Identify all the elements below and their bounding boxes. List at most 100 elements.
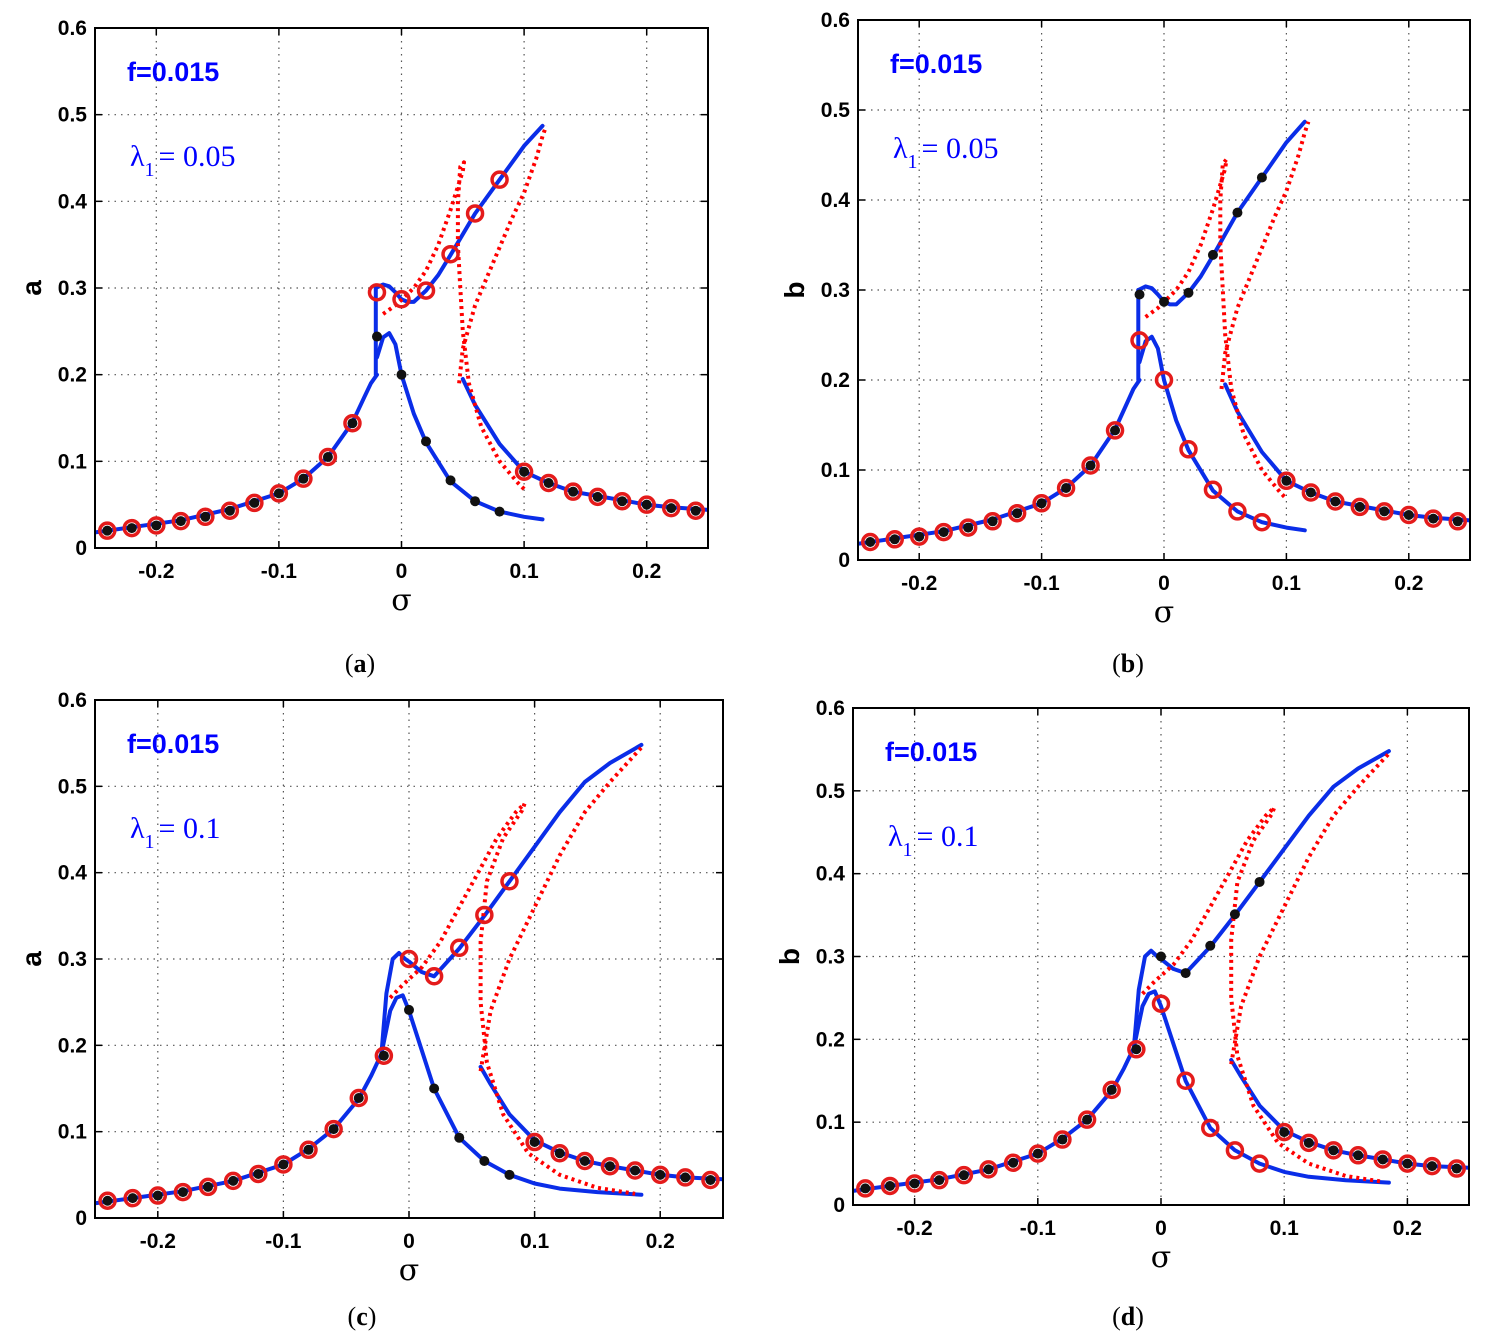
marker-red-circle [1028,1144,1048,1163]
y-axis-label: b [774,948,805,965]
marker-red-circle [274,1155,293,1174]
marker-red-circle [249,1164,268,1184]
marker-black-dot [152,1190,163,1201]
marker-black-dot [1134,289,1145,300]
series-dotted-outer-branch [1229,752,1391,1065]
marker-red-circle [588,487,607,507]
marker-black-dot [1159,296,1169,307]
marker-black-dot [494,506,505,517]
marker-red-circle [424,967,444,986]
marker-black-dot [200,511,211,522]
marker-black-dot [958,1170,969,1181]
y-axis-label: b [779,281,810,298]
marker-red-circle [1203,480,1223,500]
marker-red-circle [701,1170,720,1190]
marker-black-dot [228,1175,239,1186]
marker-black-dot [203,1181,214,1192]
y-tick-label: 0.3 [821,279,850,302]
annotation-lambda: λ1 = 0.05 [893,132,998,173]
y-tick-label: 0.2 [821,369,850,392]
marker-black-dot [705,1175,716,1186]
x-tick-label: 0.1 [520,1230,550,1253]
y-axis-label: a [16,951,47,967]
marker-black-dot [1032,1148,1043,1159]
marker-black-dot [1180,968,1191,979]
marker-black-dot [554,1148,565,1159]
marker-black-dot [1008,1157,1019,1168]
x-tick-label: 0 [1158,572,1170,595]
marker-red-circle [1081,456,1100,475]
marker-black-dot [1281,475,1292,486]
marker-red-circle [1448,512,1468,531]
panel-caption: (d) [1112,1302,1144,1331]
series-dotted-inner-loop [1141,805,1384,1184]
marker-black-dot [641,499,652,510]
marker-black-dot [938,527,949,538]
marker-black-dot [1256,172,1267,183]
marker-black-dot [1428,513,1439,524]
series-solid-upper-branch [1136,119,1307,307]
x-tick-label: -0.1 [261,560,298,583]
marker-black-dot [666,503,677,514]
marker-red-circle [318,447,338,467]
x-tick-label: -0.1 [265,1230,302,1253]
x-tick-label: 0.1 [509,560,539,583]
marker-black-dot [404,1004,414,1015]
x-tick-label: 0.2 [646,1230,675,1253]
x-tick-label: 0.1 [1272,572,1302,595]
marker-red-circle [1179,440,1198,459]
marker-red-circle [1301,483,1321,502]
marker-red-circle [324,1119,343,1139]
marker-black-dot [151,520,162,531]
series-solid-upper-branch [1131,749,1391,1050]
marker-red-circle [1277,471,1296,491]
marker-red-circle [173,1182,193,1202]
marker-red-circle [349,1088,369,1108]
marker-black-dot [1012,508,1023,519]
marker-red-circle [123,1188,142,1208]
marker-red-circle [625,1161,645,1180]
marker-red-circle [563,482,583,501]
marker-black-dot [322,452,333,462]
marker-red-circle [612,491,632,511]
marker-black-dot [860,1183,871,1194]
lambda-subscript: 1 [145,159,155,181]
marker-red-circle [1053,1130,1072,1149]
annotation-f: f=0.015 [890,49,982,79]
marker-red-circle [148,1186,168,1205]
marker-red-circle [954,1165,974,1185]
marker-black-dot [298,473,309,484]
panel-c: -0.2 -0.1 0 0.1 0.2 0 0.1 0.2 0.3 0.4 0.5 0.6 σ a f=0.… [16,689,724,1331]
marker-black-dot [1379,506,1390,517]
marker-black-dot [1156,951,1166,962]
marker-black-dot [983,1164,994,1175]
marker-red-circle [909,527,929,546]
lambda-subscript: 1 [903,839,913,861]
panel-b: -0.2 -0.1 0 0.1 0.2 0 0.1 0.2 0.3 0.4 0.5 0.6 σ b f=0.… [779,9,1471,678]
marker-black-dot [102,1195,113,1206]
y-tick-label: 0.2 [58,364,87,387]
marker-red-circle [367,283,387,302]
marker-black-dot [630,1165,641,1176]
marker-red-circle [299,1140,318,1160]
marker-black-dot [1330,496,1341,507]
marker-red-circle [676,1168,695,1187]
annotation-lambda: λ1 = 0.1 [130,812,220,853]
x-tick-label: -0.2 [897,1217,933,1240]
marker-red-circle [147,516,166,535]
marker-red-circle [98,1191,117,1210]
marker-black-dot [1110,425,1121,436]
marker-red-circle [1447,1159,1466,1178]
marker-black-dot [1254,876,1265,887]
marker-red-circle [929,1170,949,1190]
marker-red-circle [171,511,191,531]
marker-black-dot [1183,287,1194,298]
marker-red-circle [98,521,117,540]
marker-red-circle [905,1174,924,1193]
marker-black-dot [454,1132,465,1143]
marker-black-dot [909,1178,920,1189]
marker-red-circle [983,512,1002,531]
y-tick-label: 0.1 [58,450,88,473]
marker-red-circle [1326,492,1345,511]
marker-red-circle [1274,1122,1294,1142]
